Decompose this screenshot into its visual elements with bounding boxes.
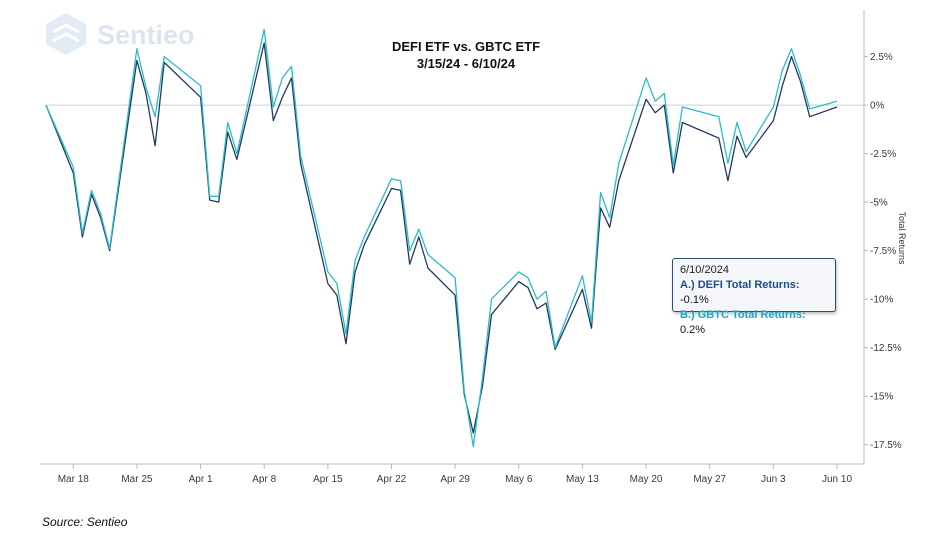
- x-tick-label: May 6: [505, 474, 533, 485]
- x-tick-label: Jun 3: [761, 474, 786, 485]
- x-tick-label: Jun 10: [822, 474, 852, 485]
- y-tick-label: -2.5%: [870, 149, 896, 160]
- logo: Sentieo: [46, 13, 195, 55]
- tooltip-b-label: B.) GBTC Total Returns:: [680, 309, 806, 321]
- y-tick-label: -17.5%: [870, 440, 902, 451]
- tooltip-date: 6/10/2024: [680, 264, 729, 276]
- sentieo-logo-icon: [46, 13, 86, 55]
- chart-subtitle: 3/15/24 - 6/10/24: [417, 56, 516, 71]
- y-tick-label: -7.5%: [870, 246, 896, 257]
- tooltip-b-value: 0.2%: [680, 324, 706, 336]
- logo-text: Sentieo: [97, 20, 195, 50]
- y-axis-title: Total Returns: [897, 211, 907, 265]
- x-tick-label: Apr 8: [252, 474, 276, 485]
- x-tick-label: May 13: [566, 474, 599, 485]
- chart-title: DEFI ETF vs. GBTC ETF: [392, 39, 540, 54]
- tooltip-box: 6/10/2024 A.) DEFI Total Returns: -0.1% …: [672, 258, 836, 336]
- source-note: Source: Sentieo: [42, 515, 128, 529]
- y-axis-ticks: 2.5% 0% -2.5% -5% -7.5% -10% -12.5% -15% -17.5%: [864, 52, 902, 451]
- tooltip-a-label: A.) DEFI Total Returns:: [680, 279, 800, 291]
- x-tick-label: Mar 25: [121, 474, 153, 485]
- series-line-defi: [45, 42, 838, 434]
- tooltip-a-value: -0.1%: [680, 294, 709, 306]
- axes: [40, 10, 865, 465]
- y-tick-label: 2.5%: [870, 52, 893, 63]
- x-tick-label: May 20: [630, 474, 663, 485]
- x-tick-label: Mar 18: [58, 474, 90, 485]
- x-tick-label: Apr 22: [377, 474, 407, 485]
- y-tick-label: -15%: [870, 392, 893, 403]
- x-tick-label: May 27: [693, 474, 726, 485]
- series-line-gbtc: [45, 28, 838, 448]
- x-tick-label: Apr 29: [440, 474, 470, 485]
- y-tick-label: -12.5%: [870, 343, 902, 354]
- y-tick-label: -5%: [870, 198, 888, 209]
- y-tick-label: 0%: [870, 101, 885, 112]
- x-axis-ticks: Mar 18 Mar 25 Apr 1 Apr 8 Apr 15 Apr 22 Apr 29…: [58, 464, 852, 485]
- x-tick-label: Apr 15: [313, 474, 343, 485]
- x-tick-label: Apr 1: [189, 474, 213, 485]
- series-lines: [45, 28, 838, 448]
- y-tick-label: -10%: [870, 295, 893, 306]
